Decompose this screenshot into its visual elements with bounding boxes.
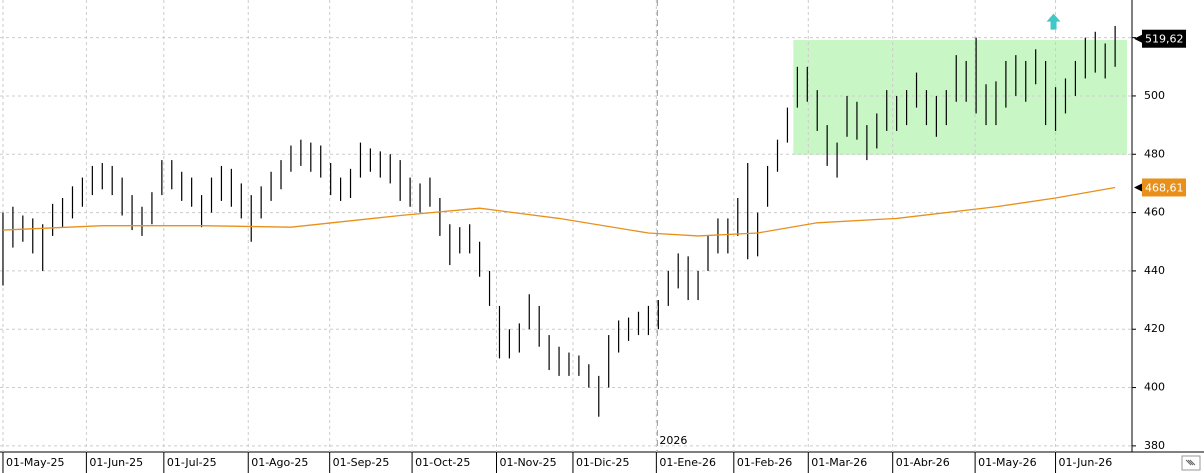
x-tick-label: 01-Oct-25: [415, 456, 470, 469]
x-tick-label: 01-Ene-26: [659, 456, 716, 469]
x-tick-label: 01-Sep-25: [333, 456, 390, 469]
x-tick-label: 01-Feb-26: [737, 456, 792, 469]
y-tick-label: 420: [1144, 322, 1165, 335]
x-tick-label: 01-May-26: [978, 456, 1036, 469]
y-tick-label: 480: [1144, 147, 1165, 160]
arrow-marker: [1046, 13, 1061, 30]
x-tick-label: 01-Nov-25: [499, 456, 556, 469]
moving-average: [2, 186, 1116, 237]
corner-icon-glyph: [1185, 459, 1196, 466]
y-tick-label: 440: [1144, 264, 1165, 277]
year-label: 2026: [659, 434, 687, 447]
x-tick-label: 01-May-25: [6, 456, 64, 469]
x-tick-label: 01-Abr-26: [896, 456, 950, 469]
last-price-tag-label: 519,62: [1145, 33, 1184, 46]
last-price-tag: [1142, 29, 1186, 48]
y-tick-label: 380: [1144, 439, 1165, 452]
ma-price-tag-label: 468,61: [1145, 181, 1184, 194]
last-price-tag-pointer: [1134, 34, 1142, 43]
corner-icon[interactable]: [1181, 455, 1201, 471]
y-tick-label: 460: [1144, 206, 1165, 219]
ma-price-tag-pointer: [1134, 183, 1142, 192]
y-tick-label: 400: [1144, 381, 1165, 394]
x-tick-label: 01-Ago-25: [251, 456, 308, 469]
ma-price-tag: [1142, 178, 1186, 197]
highlight-box: [793, 39, 1128, 155]
x-tick-label: 01-Jun-26: [1059, 456, 1113, 469]
x-tick-label: 01-Jun-25: [89, 456, 143, 469]
x-tick-label: 01-Jul-25: [167, 456, 217, 469]
y-tick-label: 500: [1144, 89, 1165, 102]
x-tick-label: 01-Dic-25: [576, 456, 630, 469]
x-tick-label: 01-Mar-26: [811, 456, 867, 469]
